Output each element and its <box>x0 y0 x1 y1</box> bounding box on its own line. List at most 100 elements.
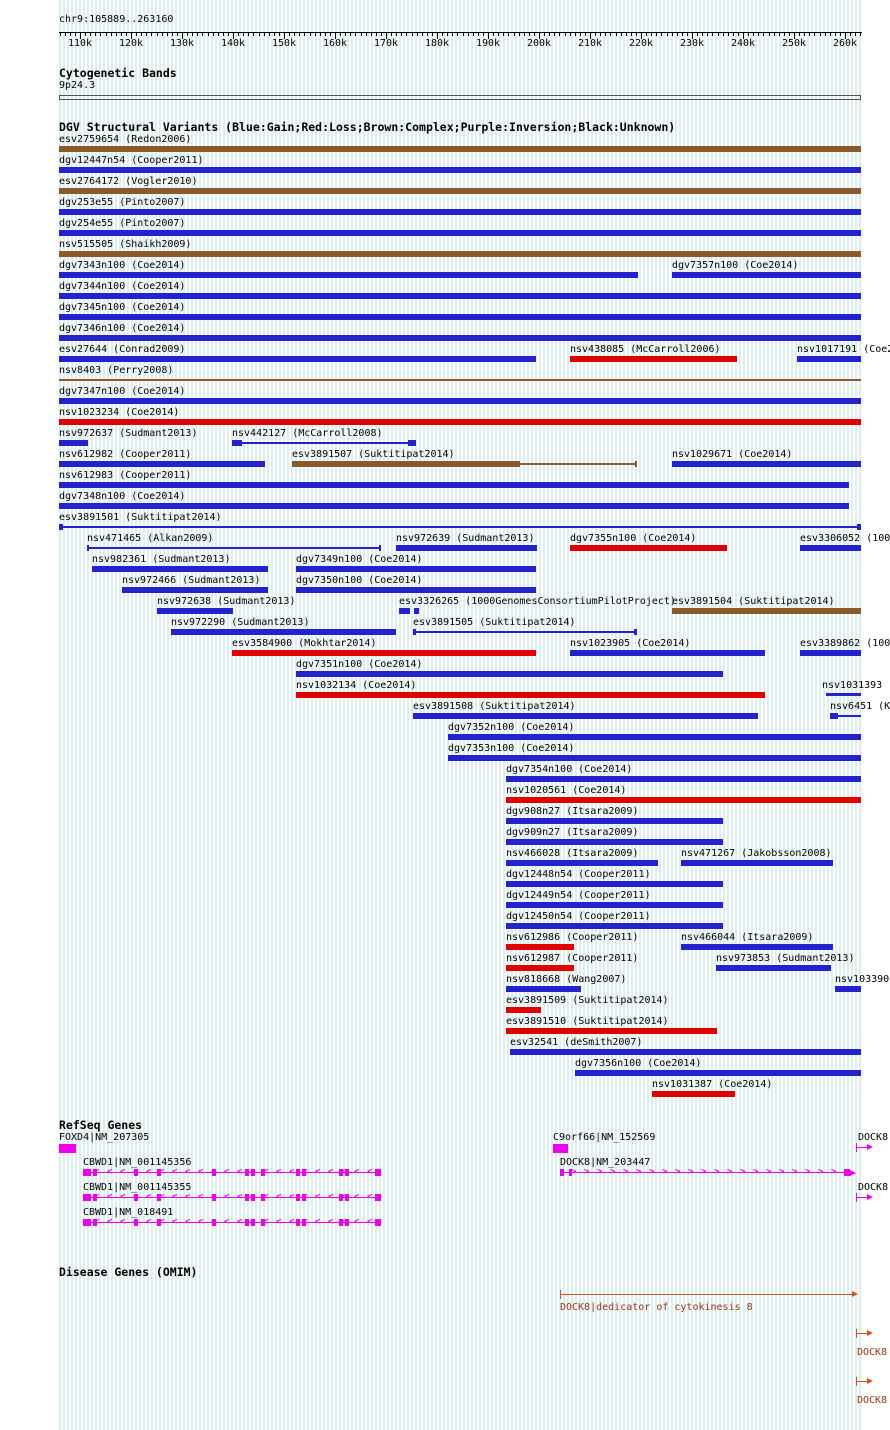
variant-bar[interactable] <box>171 629 396 635</box>
variant-bar[interactable] <box>413 631 637 633</box>
gene-exon[interactable] <box>339 1194 343 1201</box>
variant-bar[interactable] <box>59 146 861 152</box>
variant-label[interactable]: nsv818668 (Wang2007) <box>506 974 627 985</box>
variant-label[interactable]: nsv8403 (Perry2008) <box>59 365 174 376</box>
gene-exon[interactable] <box>375 1169 381 1176</box>
gene-intron-line[interactable] <box>83 1197 381 1198</box>
gene-exon[interactable] <box>251 1194 255 1201</box>
variant-bar[interactable] <box>634 629 637 635</box>
gene-exon[interactable] <box>251 1219 255 1226</box>
variant-bar[interactable] <box>506 923 723 929</box>
variant-bar[interactable] <box>399 608 410 614</box>
gene-exon[interactable] <box>134 1194 138 1201</box>
variant-bar[interactable] <box>570 356 737 362</box>
omim-edge-label[interactable]: DOCK8 <box>857 1395 888 1406</box>
variant-bar[interactable] <box>570 650 765 656</box>
variant-bar[interactable] <box>506 944 574 950</box>
variant-bar[interactable] <box>59 526 861 528</box>
gene-intron-line[interactable] <box>560 1172 850 1173</box>
variant-bar[interactable] <box>59 188 861 194</box>
gene-exon[interactable] <box>261 1194 265 1201</box>
variant-label[interactable]: nsv471267 (Jakobsson2008) <box>681 848 832 859</box>
gene-exon[interactable] <box>345 1219 349 1226</box>
gene-label[interactable]: DOCK8 <box>858 1132 889 1143</box>
variant-label[interactable]: esv3891501 (Suktitipat2014) <box>59 512 222 523</box>
variant-label[interactable]: dgv7346n100 (Coe2014) <box>59 323 186 334</box>
variant-bar[interactable] <box>672 461 861 467</box>
variant-bar[interactable] <box>681 860 833 866</box>
variant-label[interactable]: dgv12448n54 (Cooper2011) <box>506 869 651 880</box>
variant-label[interactable]: esv27644 (Conrad2009) <box>59 344 186 355</box>
gene-label[interactable]: FOXD4|NM_207305 <box>59 1132 150 1143</box>
variant-bar[interactable] <box>672 272 861 278</box>
gene-exon[interactable] <box>212 1219 216 1226</box>
gene-exon[interactable] <box>844 1169 850 1176</box>
variant-bar[interactable] <box>59 251 861 257</box>
variant-label[interactable]: esv3326265 (1000GenomesConsortiumPilotPr… <box>399 596 676 607</box>
variant-bar[interactable] <box>59 293 861 299</box>
variant-label[interactable]: esv2764172 (Vogler2010) <box>59 176 198 187</box>
variant-bar[interactable] <box>800 650 861 656</box>
variant-label[interactable]: esv3891507 (Suktitipat2014) <box>292 449 455 460</box>
variant-label[interactable]: dgv7350n100 (Coe2014) <box>296 575 423 586</box>
variant-label[interactable]: nsv612983 (Cooper2011) <box>59 470 192 481</box>
gene-exon[interactable] <box>212 1194 216 1201</box>
variant-bar[interactable] <box>506 1028 717 1034</box>
variant-bar[interactable] <box>506 902 723 908</box>
gene-exon[interactable] <box>134 1169 138 1176</box>
variant-bar[interactable] <box>506 797 861 803</box>
variant-label[interactable]: dgv7352n100 (Coe2014) <box>448 722 575 733</box>
variant-bar[interactable] <box>296 587 536 593</box>
omim-gene-line[interactable] <box>560 1294 852 1295</box>
gene-exon[interactable] <box>345 1169 349 1176</box>
variant-bar[interactable] <box>716 965 831 971</box>
variant-bar[interactable] <box>826 693 861 696</box>
variant-bar[interactable] <box>575 1070 861 1076</box>
gene-label[interactable]: DOCK8|NM_203447 <box>560 1157 651 1168</box>
variant-bar[interactable] <box>242 442 408 444</box>
gene-exon[interactable] <box>569 1169 572 1176</box>
variant-bar[interactable] <box>296 671 723 677</box>
variant-label[interactable]: esv3584900 (Mokhtar2014) <box>232 638 377 649</box>
gene-exon[interactable] <box>375 1219 381 1226</box>
variant-label[interactable]: dgv7345n100 (Coe2014) <box>59 302 186 313</box>
variant-label[interactable]: nsv1023234 (Coe2014) <box>59 407 180 418</box>
variant-label[interactable]: dgv7351n100 (Coe2014) <box>296 659 423 670</box>
variant-bar[interactable] <box>59 419 861 425</box>
variant-bar[interactable] <box>800 545 861 551</box>
variant-bar[interactable] <box>59 356 536 362</box>
gene-exon[interactable] <box>302 1169 306 1176</box>
gene-exon[interactable] <box>339 1219 343 1226</box>
variant-bar[interactable] <box>59 230 861 236</box>
omim-edge-label[interactable]: DOCK8 <box>857 1347 888 1358</box>
variant-bar[interactable] <box>506 776 861 782</box>
gene-exon[interactable] <box>83 1169 91 1176</box>
variant-label[interactable]: dgv7354n100 (Coe2014) <box>506 764 633 775</box>
variant-label[interactable]: nsv1031387 (Coe2014) <box>652 1079 773 1090</box>
variant-bar[interactable] <box>59 379 861 381</box>
variant-bar[interactable] <box>292 461 520 467</box>
variant-bar[interactable] <box>59 440 88 446</box>
gene-exon[interactable] <box>157 1194 161 1201</box>
gene-exon[interactable] <box>296 1194 300 1201</box>
gene-label[interactable]: C9orf66|NM_152569 <box>553 1132 656 1143</box>
variant-bar[interactable] <box>396 545 537 551</box>
variant-bar[interactable] <box>652 1091 735 1097</box>
variant-label[interactable]: dgv7344n100 (Coe2014) <box>59 281 186 292</box>
variant-label[interactable]: dgv7356n100 (Coe2014) <box>575 1058 702 1069</box>
variant-label[interactable]: nsv1031393 <box>822 680 883 691</box>
variant-label[interactable]: nsv972637 (Sudmant2013) <box>59 428 198 439</box>
variant-label[interactable]: esv3306052 (100 <box>800 533 890 544</box>
variant-bar[interactable] <box>797 356 861 362</box>
variant-label[interactable]: nsv973853 (Sudmant2013) <box>716 953 855 964</box>
gene-exon[interactable] <box>261 1219 265 1226</box>
variant-label[interactable]: nsv612987 (Cooper2011) <box>506 953 639 964</box>
variant-label[interactable]: dgv908n27 (Itsara2009) <box>506 806 639 817</box>
variant-bar[interactable] <box>413 629 416 635</box>
variant-label[interactable]: nsv972466 (Sudmant2013) <box>122 575 261 586</box>
gene-box[interactable] <box>59 1144 76 1153</box>
gene-label[interactable]: CBWD1|NM_001145356 <box>83 1157 192 1168</box>
variant-label[interactable]: dgv909n27 (Itsara2009) <box>506 827 639 838</box>
variant-label[interactable]: nsv612982 (Cooper2011) <box>59 449 192 460</box>
variant-label[interactable]: nsv6451 (K <box>830 701 890 712</box>
